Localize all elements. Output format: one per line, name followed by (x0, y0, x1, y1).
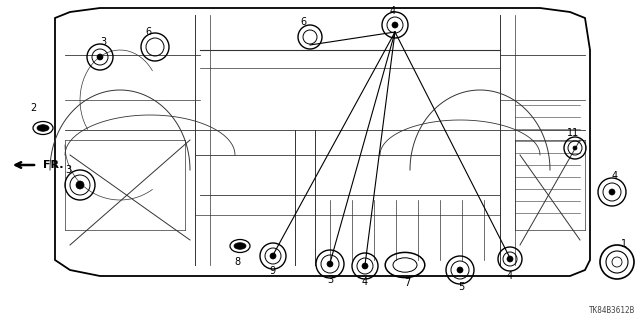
Ellipse shape (37, 125, 49, 131)
Circle shape (609, 189, 615, 195)
Circle shape (573, 146, 577, 150)
Text: 3: 3 (65, 165, 71, 175)
Text: 2: 2 (30, 103, 36, 113)
Text: 11: 11 (567, 128, 579, 138)
Text: 1: 1 (621, 239, 627, 249)
Circle shape (97, 54, 103, 60)
Text: 6: 6 (300, 17, 306, 27)
Circle shape (76, 181, 84, 189)
Text: FR.: FR. (43, 160, 63, 170)
Text: 9: 9 (269, 266, 275, 276)
Ellipse shape (234, 243, 246, 249)
Text: 6: 6 (145, 27, 151, 37)
Text: 7: 7 (404, 278, 410, 288)
Circle shape (392, 22, 398, 28)
Circle shape (507, 256, 513, 262)
Text: 4: 4 (390, 6, 396, 16)
Text: 4: 4 (362, 277, 368, 287)
Circle shape (270, 253, 276, 259)
Text: 5: 5 (458, 282, 464, 292)
Text: 4: 4 (507, 271, 513, 281)
Circle shape (362, 263, 368, 269)
Text: 4: 4 (612, 171, 618, 181)
Text: TK84B3612B: TK84B3612B (589, 306, 635, 315)
Text: 8: 8 (234, 257, 240, 267)
Circle shape (327, 261, 333, 267)
Text: 3: 3 (327, 275, 333, 285)
Circle shape (457, 267, 463, 273)
Text: 3: 3 (100, 37, 106, 47)
